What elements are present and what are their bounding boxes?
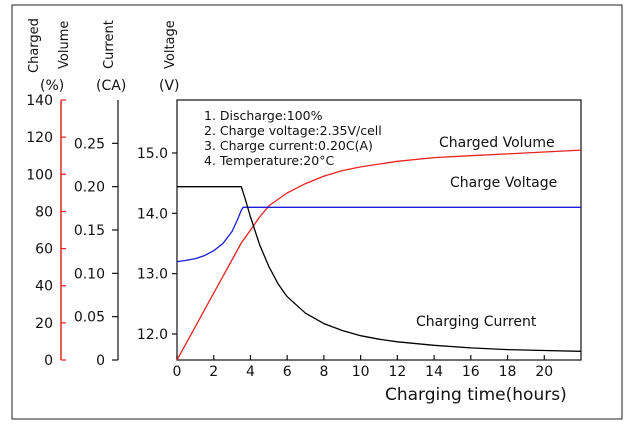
charged-tick-label: 140 bbox=[26, 93, 53, 109]
charged-tick-label: 60 bbox=[35, 242, 53, 258]
charged-tick-label: 100 bbox=[26, 167, 53, 183]
voltage-tick-label: 12.0 bbox=[137, 327, 168, 343]
series-line-charge-voltage bbox=[176, 206, 581, 263]
series-layer bbox=[176, 149, 582, 361]
voltage-tick-label: 15.0 bbox=[137, 146, 168, 162]
charged-axis-label-line2: Volume bbox=[57, 21, 72, 69]
note-3: 3. Charge current:0.20C(A) bbox=[204, 138, 373, 153]
x-tick-label: 6 bbox=[283, 364, 292, 380]
charged-tick-label: 80 bbox=[35, 204, 53, 220]
current-tick-label: 0.20 bbox=[74, 180, 105, 196]
current-axis-unit: (CA) bbox=[96, 78, 126, 94]
charged-axis-unit: (%) bbox=[40, 78, 64, 94]
x-tick-label: 10 bbox=[352, 364, 370, 380]
note-2: 2. Charge voltage:2.35V/cell bbox=[204, 123, 382, 138]
current-tick-label: 0.15 bbox=[74, 223, 105, 239]
charged-tick-label: 40 bbox=[35, 279, 53, 295]
current-tick-label: 0.10 bbox=[74, 266, 105, 282]
x-tick-label: 4 bbox=[246, 364, 255, 380]
current-tick-label: 0.05 bbox=[74, 310, 105, 326]
current-tick-label: 0 bbox=[96, 353, 105, 369]
series-label-charge-voltage: Charge Voltage bbox=[450, 175, 557, 191]
voltage-tick-label: 13.0 bbox=[137, 267, 168, 283]
x-tick-label: 12 bbox=[388, 364, 406, 380]
x-tick-label: 2 bbox=[209, 364, 218, 380]
plot-area bbox=[176, 99, 582, 361]
voltage-tick-label: 14.0 bbox=[137, 206, 168, 222]
x-tick-label: 16 bbox=[462, 364, 480, 380]
note-4: 4. Temperature:20°C bbox=[204, 153, 334, 168]
charged-tick-label: 0 bbox=[44, 353, 53, 369]
current-axis-label: Current bbox=[102, 20, 117, 69]
x-axis-title: Charging time(hours) bbox=[385, 385, 567, 405]
voltage-axis-label: Voltage bbox=[163, 20, 178, 69]
charged-tick-label: 120 bbox=[26, 130, 53, 146]
series-line-charging-current bbox=[177, 186, 582, 352]
charged-axis-label-line1: Charged bbox=[27, 18, 42, 73]
charged-tick-label: 20 bbox=[35, 316, 53, 332]
note-1: 1. Discharge:100% bbox=[204, 108, 323, 123]
series-label-charging-current: Charging Current bbox=[416, 314, 537, 330]
series-line-charged-volume bbox=[176, 149, 582, 361]
notes-block: 1. Discharge:100% 2. Charge voltage:2.35… bbox=[204, 108, 382, 168]
x-tick-label: 0 bbox=[173, 364, 182, 380]
x-tick-label: 20 bbox=[535, 364, 553, 380]
x-tick-label: 18 bbox=[499, 364, 517, 380]
x-tick-label: 8 bbox=[319, 364, 328, 380]
current-tick-label: 0.25 bbox=[74, 136, 105, 152]
series-label-charged-volume: Charged Volume bbox=[439, 135, 555, 151]
x-tick-label: 14 bbox=[425, 364, 443, 380]
axes-layer: 02040608010012014000.050.100.150.200.251… bbox=[26, 93, 553, 380]
voltage-axis-unit: (V) bbox=[159, 78, 180, 94]
